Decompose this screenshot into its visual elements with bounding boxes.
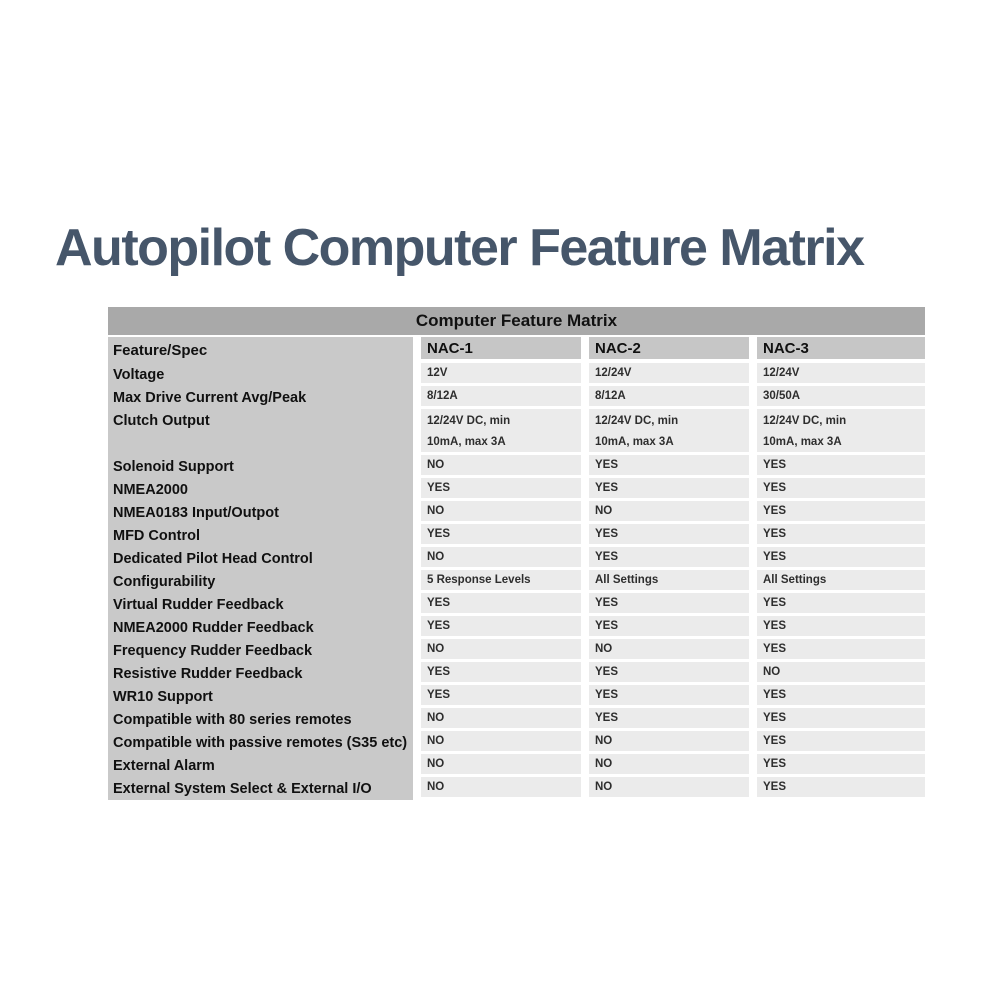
cell-value-nac3: 12/24V DC, min 10mA, max 3A [757,409,925,455]
table-body: Voltage 12V 12/24V 12/24V Max Drive Curr… [108,363,925,800]
feature-label: Virtual Rudder Feedback [108,593,413,616]
cell-value-nac2: YES [589,593,749,616]
cell-value-nac2: YES [589,455,749,478]
cell-value-nac3: YES [757,639,925,662]
feature-label: Clutch Output [108,409,413,455]
cell-value-nac3: 12/24V [757,363,925,386]
cell-value-nac3: 30/50A [757,386,925,409]
cell-value-nac2: YES [589,478,749,501]
feature-label: Frequency Rudder Feedback [108,639,413,662]
cell-value-nac3: YES [757,708,925,731]
cell-value-nac3: YES [757,547,925,570]
cell-value-nac1: NO [421,754,581,777]
cell-value-nac3: YES [757,501,925,524]
cell-value-nac1: YES [421,478,581,501]
cell-value-nac3: NO [757,662,925,685]
table-header-row: Feature/Spec NAC-1 NAC-2 NAC-3 [108,337,925,363]
table-title: Computer Feature Matrix [108,307,925,337]
feature-label: WR10 Support [108,685,413,708]
cell-value-nac3: YES [757,685,925,708]
page-title: Autopilot Computer Feature Matrix [55,219,865,277]
feature-label: Compatible with passive remotes (S35 etc… [108,731,413,754]
cell-value-nac1: YES [421,616,581,639]
cell-value-nac3: YES [757,777,925,800]
cell-value-nac2: All Settings [589,570,749,593]
cell-value-nac1: YES [421,593,581,616]
feature-label: External Alarm [108,754,413,777]
cell-value-nac2: NO [589,639,749,662]
cell-value-nac1: NO [421,455,581,478]
feature-label: Solenoid Support [108,455,413,478]
cell-value-nac3: YES [757,616,925,639]
cell-value-nac1: 12/24V DC, min 10mA, max 3A [421,409,581,455]
cell-value-nac2: YES [589,685,749,708]
cell-value-nac3: All Settings [757,570,925,593]
feature-label: NMEA2000 [108,478,413,501]
cell-value-nac3: YES [757,455,925,478]
cell-value-nac2: YES [589,708,749,731]
cell-value-nac1: NO [421,731,581,754]
feature-label: Compatible with 80 series remotes [108,708,413,731]
feature-label: MFD Control [108,524,413,547]
feature-label: Voltage [108,363,413,386]
cell-value-nac1: NO [421,547,581,570]
cell-value-nac1: YES [421,662,581,685]
cell-value-nac1: YES [421,685,581,708]
feature-label: Resistive Rudder Feedback [108,662,413,685]
cell-value-nac2: YES [589,662,749,685]
feature-label: Configurability [108,570,413,593]
cell-value-nac2: YES [589,524,749,547]
cell-value-nac3: YES [757,593,925,616]
cell-value-nac2: 8/12A [589,386,749,409]
column-header-feature-spec: Feature/Spec [108,337,413,363]
cell-value-nac1: 5 Response Levels [421,570,581,593]
cell-value-nac1: NO [421,501,581,524]
column-header-nac1: NAC-1 [421,337,581,363]
cell-value-nac3: YES [757,478,925,501]
column-header-nac3: NAC-3 [757,337,925,363]
cell-value-nac1: NO [421,708,581,731]
cell-value-nac2: NO [589,501,749,524]
feature-label: NMEA0183 Input/Outpot [108,501,413,524]
cell-value-nac2: YES [589,547,749,570]
cell-value-nac2: 12/24V [589,363,749,386]
feature-matrix-table: Computer Feature Matrix Feature/Spec NAC… [108,307,925,800]
feature-label: NMEA2000 Rudder Feedback [108,616,413,639]
cell-value-nac3: YES [757,754,925,777]
cell-value-nac2: 12/24V DC, min 10mA, max 3A [589,409,749,455]
cell-value-nac1: NO [421,639,581,662]
cell-value-nac2: NO [589,731,749,754]
cell-value-nac1: 8/12A [421,386,581,409]
feature-label: Dedicated Pilot Head Control [108,547,413,570]
cell-value-nac1: 12V [421,363,581,386]
cell-value-nac2: YES [589,616,749,639]
cell-value-nac3: YES [757,524,925,547]
cell-value-nac1: YES [421,524,581,547]
column-header-nac2: NAC-2 [589,337,749,363]
cell-value-nac2: NO [589,777,749,800]
feature-label: External System Select & External I/O [108,777,413,800]
cell-value-nac3: YES [757,731,925,754]
feature-label: Max Drive Current Avg/Peak [108,386,413,409]
cell-value-nac2: NO [589,754,749,777]
cell-value-nac1: NO [421,777,581,800]
